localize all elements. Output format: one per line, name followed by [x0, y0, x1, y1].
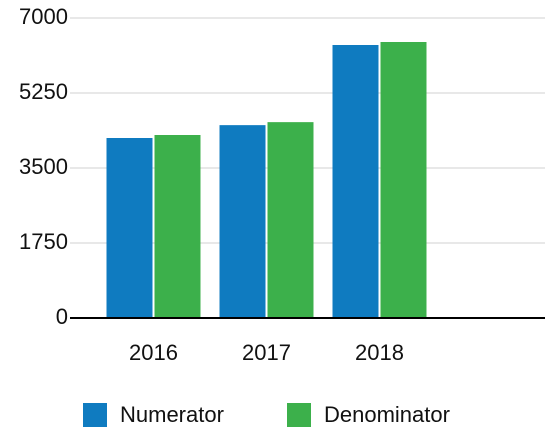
bar	[380, 42, 427, 318]
y-tick-label: 0	[56, 304, 68, 329]
bar	[154, 135, 201, 318]
legend-swatch	[287, 403, 311, 427]
bar	[332, 45, 379, 318]
legend-label: Denominator	[324, 402, 450, 427]
bar	[106, 138, 153, 318]
y-tick-label: 7000	[19, 4, 68, 29]
legend-swatch	[83, 403, 107, 427]
legend-label: Numerator	[120, 402, 224, 427]
bar	[219, 125, 266, 319]
y-tick-label: 1750	[19, 229, 68, 254]
x-tick-label: 2016	[129, 340, 178, 365]
y-tick-label: 5250	[19, 79, 68, 104]
bar	[267, 122, 314, 319]
x-tick-label: 2017	[242, 340, 291, 365]
y-tick-label: 3500	[19, 154, 68, 179]
x-tick-label: 2018	[355, 340, 404, 365]
